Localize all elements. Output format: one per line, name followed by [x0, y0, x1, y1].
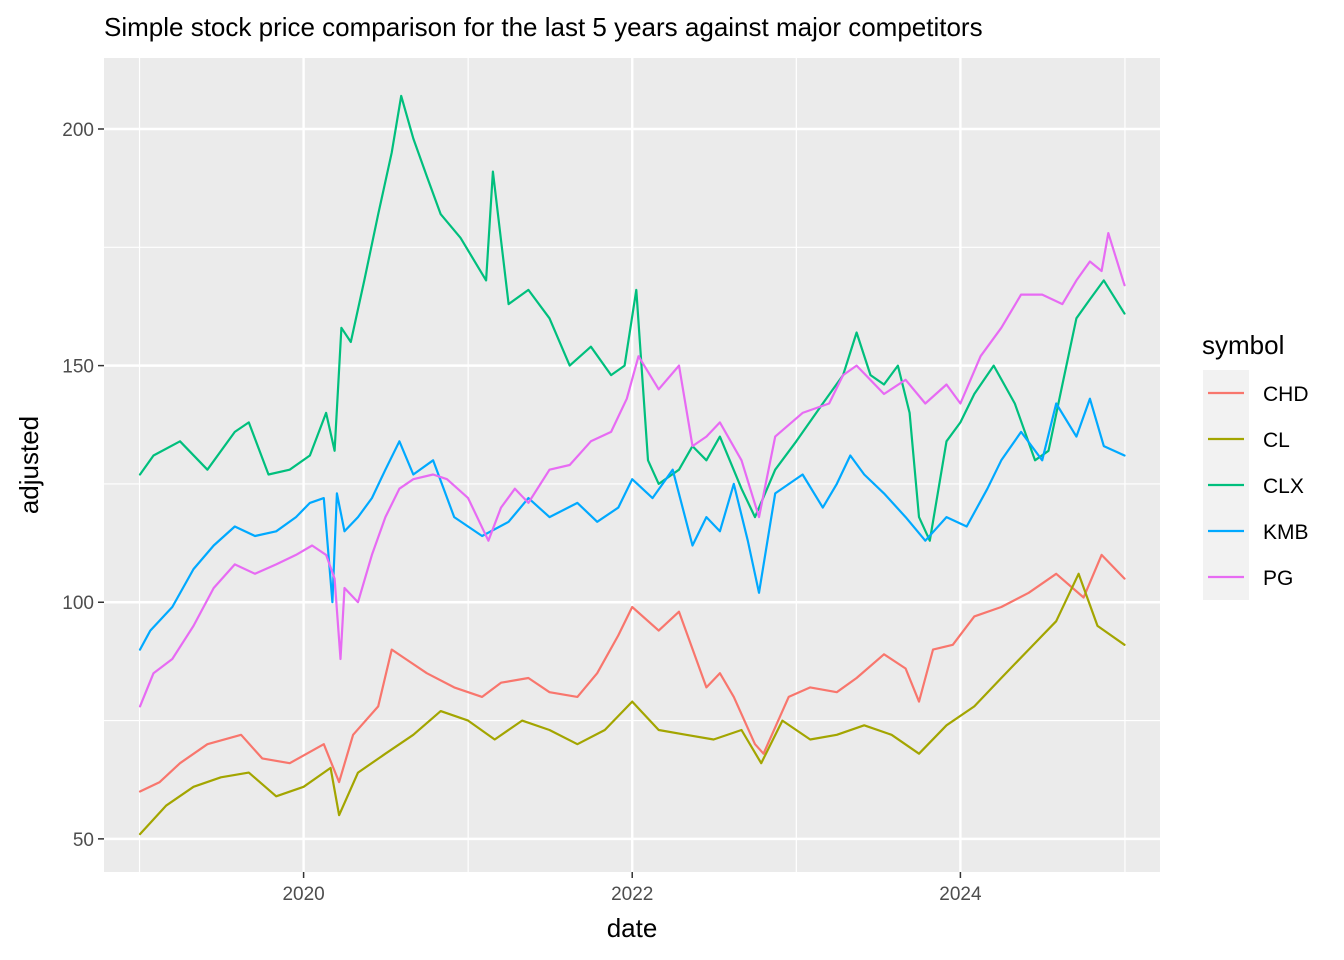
series-line-chd: [138, 553, 1126, 793]
x-axis: 2020 2022 2024: [282, 872, 982, 905]
chart-title: Simple stock price comparison for the la…: [104, 12, 983, 42]
legend-label-clx: CLX: [1263, 475, 1304, 498]
x-tick-label: 2024: [939, 884, 982, 905]
y-tick-label: 200: [62, 120, 94, 141]
legend-title: symbol: [1202, 330, 1284, 360]
series-lines: [138, 94, 1126, 836]
legend-items: CHD CL CLX KMB PG: [1203, 370, 1309, 600]
series-line-kmb: [138, 397, 1126, 651]
legend: symbol CHD CL CLX KMB PG: [1202, 330, 1309, 600]
x-axis-title: date: [607, 913, 658, 943]
y-axis: 50 100 150 200: [62, 120, 104, 851]
x-tick-label: 2022: [611, 884, 653, 905]
series-line-pg: [138, 232, 1126, 708]
y-tick-label: 100: [62, 593, 94, 614]
legend-label-pg: PG: [1263, 567, 1293, 590]
y-axis-title: adjusted: [14, 416, 44, 514]
y-tick-label: 50: [73, 830, 94, 851]
major-gridlines: [104, 58, 1160, 872]
series-line-clx: [138, 94, 1126, 542]
legend-label-chd: CHD: [1263, 383, 1309, 406]
legend-label-cl: CL: [1263, 429, 1290, 452]
legend-label-kmb: KMB: [1263, 521, 1309, 544]
x-tick-label: 2020: [282, 884, 324, 905]
series-line-cl: [138, 572, 1126, 836]
y-tick-label: 150: [62, 357, 94, 378]
